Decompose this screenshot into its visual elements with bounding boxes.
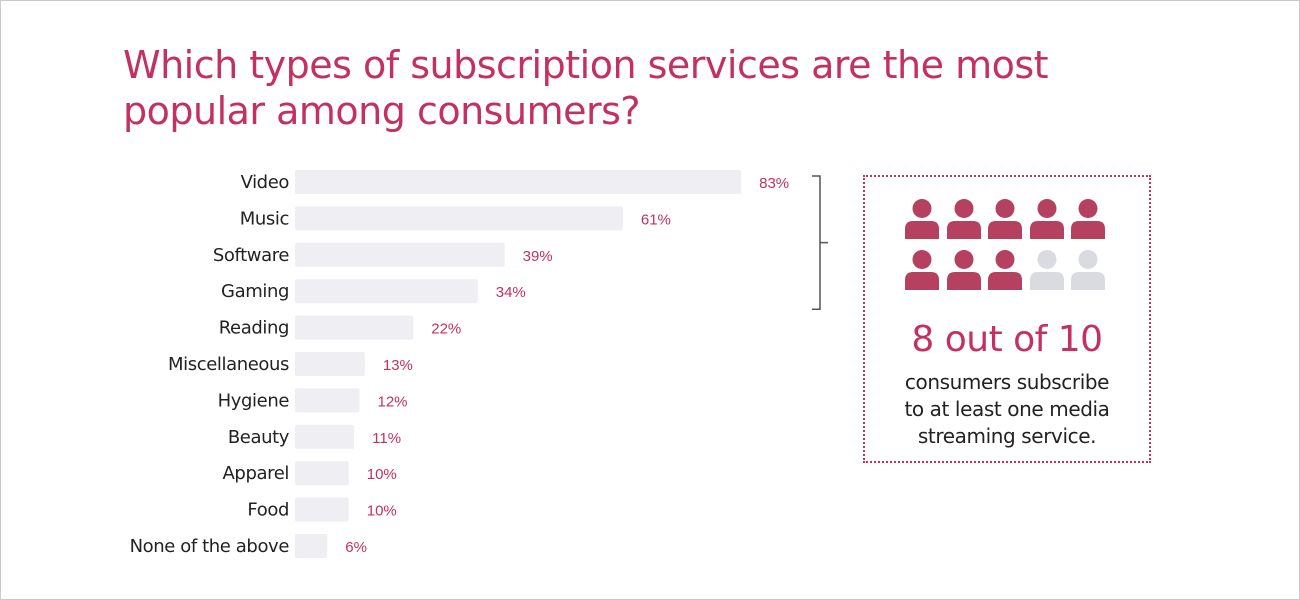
value-label: 83% — [759, 175, 789, 192]
value-label: 10% — [367, 466, 397, 483]
person-icon — [946, 250, 981, 290]
value-label: 61% — [641, 211, 671, 228]
bar — [295, 279, 478, 304]
person-icon — [988, 199, 1022, 239]
person-icon — [1071, 250, 1105, 290]
value-label: 22% — [431, 321, 461, 338]
category-label: Apparel — [223, 463, 289, 484]
category-label: Video — [241, 172, 290, 193]
stat-headline: 8 out of 10 — [911, 319, 1103, 360]
value-label: 34% — [496, 284, 526, 301]
stat-description: consumers subscribe to at least one medi… — [865, 369, 1149, 450]
category-label: None of the above — [130, 536, 290, 557]
bar — [295, 388, 360, 413]
value-label: 39% — [523, 248, 553, 265]
category-label: Hygiene — [218, 390, 290, 411]
person-icon — [946, 199, 981, 239]
person-icon — [905, 199, 939, 239]
category-label: Gaming — [221, 281, 289, 302]
bar — [295, 461, 349, 486]
category-label: Reading — [219, 318, 289, 339]
stat-line: to at least one media — [904, 397, 1110, 421]
category-label: Software — [213, 245, 289, 266]
bar — [295, 206, 623, 231]
stat-line: streaming service. — [917, 424, 1097, 448]
bar — [295, 242, 505, 267]
person-icon — [1029, 250, 1064, 290]
bar — [295, 497, 349, 522]
bar — [295, 315, 414, 340]
bar — [295, 534, 328, 558]
category-label: Miscellaneous — [168, 354, 289, 375]
value-label: 6% — [345, 539, 367, 556]
bar — [295, 424, 355, 449]
bar — [295, 170, 742, 194]
category-label: Music — [240, 208, 289, 229]
value-label: 13% — [383, 357, 413, 374]
person-icon — [1029, 199, 1064, 239]
category-label: Beauty — [228, 427, 290, 448]
value-label: 12% — [378, 393, 408, 410]
person-icon — [988, 250, 1022, 290]
bracket — [812, 175, 828, 310]
stat-line: consumers subscribe — [904, 370, 1110, 394]
value-label: 10% — [367, 503, 397, 520]
person-icon — [1071, 199, 1105, 239]
bar — [295, 352, 365, 376]
category-label: Food — [247, 500, 289, 521]
chart-title: Which types of subscription services are… — [123, 43, 1049, 133]
value-label: 11% — [372, 430, 401, 447]
stat-callout: 8 out of 10 consumers subscribe to at le… — [863, 175, 1151, 463]
person-icon — [905, 250, 939, 290]
